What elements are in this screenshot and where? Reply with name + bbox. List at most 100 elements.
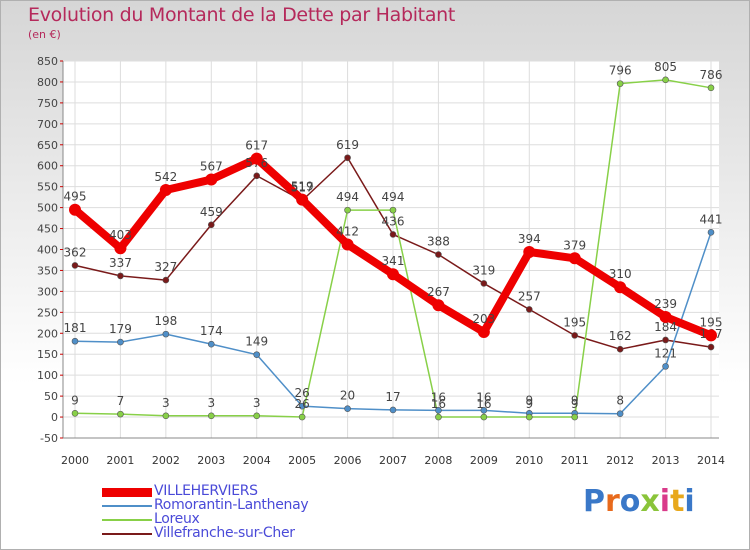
y-tick-label: 550 [37, 181, 58, 194]
data-point [616, 345, 624, 353]
data-label: 617 [245, 139, 268, 153]
brand-letter: r [605, 484, 620, 519]
x-tick-label: 2008 [424, 454, 452, 467]
data-label: 394 [518, 232, 541, 246]
data-label: 362 [64, 245, 87, 259]
legend-label: VILLEHERVIERS [154, 483, 258, 499]
y-tick-label: 650 [37, 139, 58, 152]
data-label: 337 [109, 256, 132, 270]
data-label: 379 [563, 238, 586, 252]
data-point [117, 272, 124, 280]
data-point [250, 152, 263, 165]
data-label: 805 [654, 60, 677, 74]
data-label: 8 [616, 394, 624, 408]
data-label: 310 [609, 267, 632, 281]
x-tick-label: 2009 [470, 454, 498, 467]
data-label: 3 [207, 396, 215, 410]
data-label: 786 [700, 68, 723, 82]
data-label: 195 [563, 315, 586, 329]
data-label: 179 [109, 322, 132, 336]
data-label: 9 [525, 397, 533, 411]
y-tick-label: 350 [37, 264, 58, 277]
data-label: 16 [431, 397, 446, 411]
data-label: 319 [472, 263, 495, 277]
data-point [480, 280, 488, 287]
data-point [480, 407, 488, 414]
data-point [477, 326, 490, 339]
y-tick-label: 50 [44, 390, 58, 403]
data-label: 495 [64, 190, 87, 204]
data-label: 16 [431, 390, 446, 404]
data-label: 184 [654, 320, 677, 334]
data-label: 121 [654, 346, 677, 360]
data-point [344, 154, 351, 162]
x-tick-label: 2006 [334, 454, 362, 467]
data-point [389, 406, 397, 414]
data-point [389, 231, 397, 238]
legend-label: Loreux [154, 511, 200, 527]
data-point [435, 251, 442, 258]
y-tick-label: 300 [37, 285, 58, 298]
data-label: 436 [382, 214, 405, 228]
data-point [117, 410, 124, 418]
data-label: 267 [427, 285, 450, 299]
y-tick-label: 100 [37, 369, 58, 382]
data-point [159, 184, 172, 197]
data-point [435, 407, 442, 414]
data-label: 459 [200, 205, 223, 219]
data-point [296, 193, 309, 206]
brand-letter: i [659, 484, 671, 519]
data-label: 542 [154, 170, 177, 184]
chart-subtitle: (en €) [28, 28, 61, 41]
x-tick-label: 2002 [152, 454, 180, 467]
y-tick-label: 200 [37, 327, 58, 340]
x-tick-label: 2003 [197, 454, 225, 467]
chart-title: Evolution du Montant de la Dette par Hab… [28, 4, 456, 26]
data-point [659, 310, 672, 323]
x-tick-label: 2007 [379, 454, 407, 467]
data-label: 16 [476, 397, 491, 411]
data-label: 567 [200, 160, 223, 174]
data-point [616, 410, 624, 418]
data-label: 149 [245, 335, 268, 349]
x-tick-label: 2000 [61, 454, 89, 467]
y-tick-label: 600 [37, 160, 58, 173]
data-label: 494 [382, 190, 405, 204]
data-label: 412 [336, 224, 359, 238]
data-point [207, 412, 215, 420]
data-point [707, 84, 715, 92]
data-label: 198 [154, 314, 177, 328]
legend-swatch [102, 533, 152, 535]
data-point [571, 413, 579, 421]
data-label: 203 [472, 312, 495, 326]
data-label: 162 [609, 329, 632, 343]
data-label: 796 [609, 64, 632, 78]
x-tick-label: 2005 [288, 454, 316, 467]
data-point [387, 268, 399, 281]
data-label: 195 [700, 315, 723, 329]
y-tick-label: 750 [37, 97, 58, 110]
x-tick-label: 2004 [243, 454, 271, 467]
x-tick-label: 2010 [515, 454, 543, 467]
data-label: 26 [295, 386, 310, 400]
data-label: 9 [571, 397, 579, 411]
data-point [207, 221, 215, 229]
data-point [705, 329, 717, 342]
data-point [662, 336, 669, 344]
data-label: 341 [382, 254, 405, 268]
brand-letter: t [670, 484, 685, 519]
data-label: 26 [295, 397, 310, 411]
data-label: 3 [253, 396, 261, 410]
legend-swatch [102, 519, 152, 521]
y-tick-label: 450 [37, 223, 58, 236]
data-point [162, 412, 170, 420]
data-point [525, 413, 533, 421]
data-label: 9 [571, 393, 579, 407]
brand-letter: x [640, 484, 660, 519]
y-tick-label: 500 [37, 202, 58, 215]
legend-swatch [102, 487, 152, 497]
data-label: 174 [200, 324, 223, 338]
y-tick-label: 0 [51, 411, 58, 424]
data-point [253, 351, 261, 358]
